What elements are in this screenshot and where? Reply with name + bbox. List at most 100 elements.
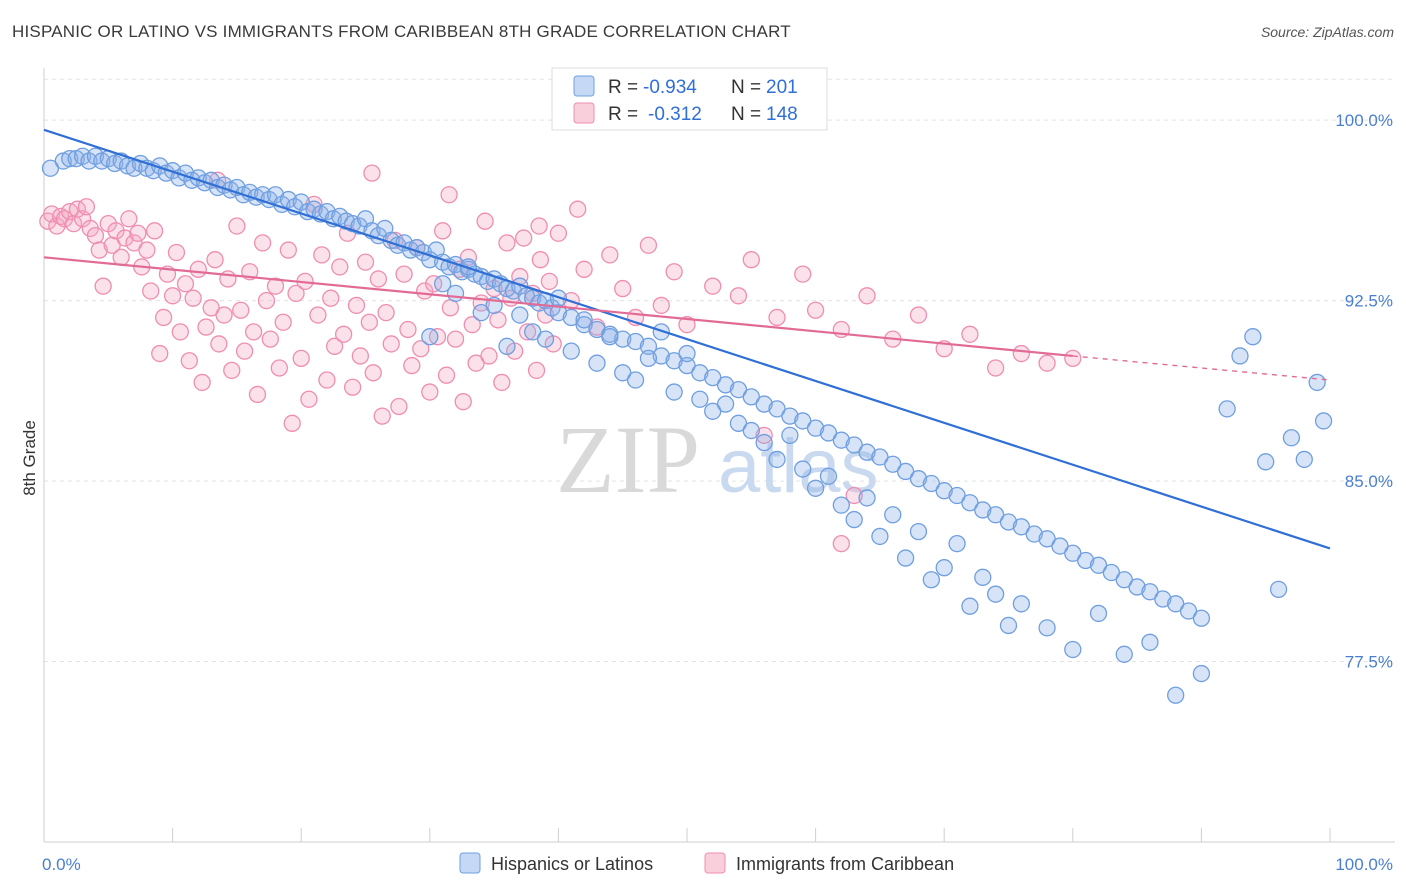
y-tick-label-3: 100.0% [1335, 111, 1393, 130]
point-hispanic-86 [652, 347, 670, 365]
point-caribbean-79 [377, 303, 395, 322]
point-caribbean-68 [331, 258, 349, 276]
point-hispanic-104 [884, 455, 902, 473]
legend-r-value-1: -0.934 [643, 77, 697, 98]
point-caribbean-39 [206, 251, 224, 269]
point-caribbean-20 [125, 234, 143, 252]
point-hispanic-2 [61, 150, 79, 168]
point-hispanic-183 [1218, 400, 1236, 418]
point-hispanic-166 [896, 549, 915, 567]
point-caribbean-147 [363, 164, 381, 182]
point-hispanic-122 [1115, 571, 1133, 589]
point-hispanic-171 [961, 597, 979, 615]
point-hispanic-131 [446, 284, 465, 303]
chart-source: Source: ZipAtlas.com [1260, 24, 1394, 40]
point-hispanic-93 [742, 388, 760, 406]
point-caribbean-35 [189, 260, 207, 278]
point-hispanic-178 [1089, 604, 1108, 623]
point-caribbean-83 [395, 265, 413, 283]
point-hispanic-152 [716, 395, 735, 413]
point-hispanic-191 [1314, 412, 1333, 430]
legend-swatch-blue [573, 75, 595, 97]
point-caribbean-98 [459, 248, 478, 266]
bottom-legend-label-1: Hispanics or Latinos [491, 854, 653, 874]
point-hispanic-126 [1167, 595, 1185, 613]
point-caribbean-149 [530, 217, 548, 235]
point-hispanic-137 [524, 323, 542, 341]
legend-swatch-pink [573, 102, 595, 124]
point-hispanic-138 [536, 330, 555, 348]
point-caribbean-74 [356, 253, 375, 271]
point-caribbean-135 [806, 301, 825, 319]
point-hispanic-169 [935, 559, 953, 577]
y-tick-label-2: 92.5% [1345, 292, 1393, 311]
point-caribbean-45 [232, 301, 250, 319]
trend-line-caribbean [43, 256, 1073, 358]
point-hispanic-141 [575, 311, 593, 329]
point-caribbean-111 [515, 229, 533, 247]
point-caribbean-48 [244, 323, 263, 341]
point-hispanic-98 [806, 419, 825, 437]
point-hispanic-145 [626, 371, 645, 389]
legend-n-value-1: 201 [766, 77, 798, 98]
point-hispanic-179 [1115, 645, 1133, 663]
point-hispanic-103 [871, 448, 889, 466]
point-hispanic-83 [614, 330, 632, 348]
point-hispanic-78 [549, 303, 568, 322]
point-caribbean-80 [382, 335, 400, 353]
point-caribbean-54 [270, 359, 288, 377]
point-caribbean-77 [369, 270, 388, 288]
point-caribbean-55 [274, 313, 292, 331]
x-tick-labels: 0.0% 100.0% [42, 855, 1393, 874]
point-caribbean-58 [287, 284, 305, 303]
trend-line-caribbean-extension [1072, 355, 1331, 381]
point-hispanic-89 [691, 364, 709, 382]
point-caribbean-114 [527, 361, 546, 380]
point-caribbean-148 [440, 186, 458, 204]
point-hispanic-124 [1141, 583, 1159, 601]
legend-n-label-2: N = [731, 104, 761, 125]
point-caribbean-99 [463, 316, 481, 334]
point-hispanic-130 [434, 275, 452, 293]
point-hispanic-118 [1064, 544, 1082, 562]
point-caribbean-65 [318, 371, 336, 389]
point-caribbean-85 [403, 356, 421, 375]
point-caribbean-78 [373, 407, 391, 425]
point-caribbean-72 [347, 296, 366, 315]
point-caribbean-64 [313, 246, 331, 264]
point-hispanic-176 [1038, 619, 1056, 637]
point-hispanic-0 [41, 159, 60, 177]
point-caribbean-145 [1064, 349, 1082, 368]
point-caribbean-117 [540, 272, 559, 291]
point-caribbean-25 [145, 222, 164, 240]
y-axis-label: 8th Grade [20, 420, 39, 496]
point-caribbean-150 [569, 200, 587, 218]
point-hispanic-125 [1154, 590, 1172, 608]
point-hispanic-164 [871, 527, 889, 546]
point-hispanic-85 [639, 337, 658, 355]
point-caribbean-89 [421, 383, 439, 401]
point-caribbean-126 [639, 236, 658, 254]
trend-lines [43, 128, 1331, 550]
point-caribbean-51 [257, 291, 276, 310]
point-hispanic-120 [1089, 556, 1108, 574]
point-caribbean-56 [279, 241, 297, 259]
point-hispanic-186 [1257, 453, 1275, 471]
point-caribbean-50 [253, 234, 272, 252]
point-hispanic-159 [806, 479, 825, 497]
point-caribbean-59 [292, 349, 310, 368]
point-caribbean-21 [129, 224, 147, 242]
point-caribbean-112 [518, 323, 537, 341]
point-hispanic-184 [1231, 347, 1249, 365]
point-caribbean-16 [107, 222, 125, 240]
point-caribbean-18 [116, 229, 134, 247]
point-hispanic-110 [961, 494, 979, 512]
point-hispanic-175 [1012, 595, 1031, 613]
point-hispanic-88 [678, 356, 696, 375]
point-hispanic-150 [691, 390, 709, 408]
point-hispanic-128 [1192, 609, 1211, 627]
point-caribbean-52 [261, 330, 279, 348]
point-caribbean-115 [531, 251, 550, 269]
point-caribbean-13 [94, 277, 112, 295]
